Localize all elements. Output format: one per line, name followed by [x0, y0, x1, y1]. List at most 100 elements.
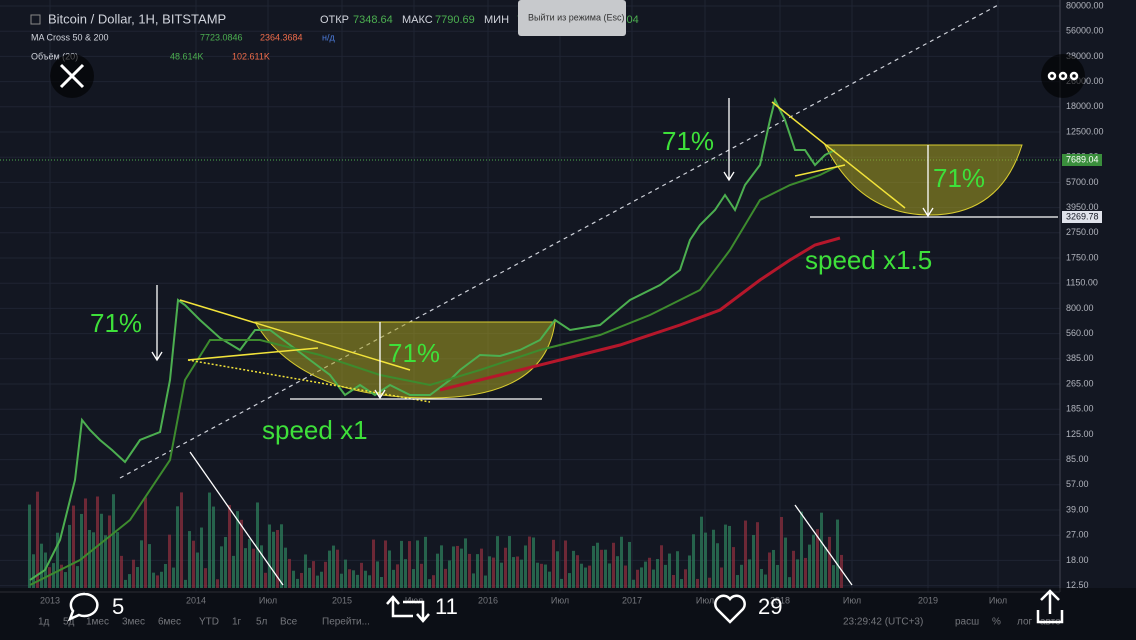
volume-bar [328, 550, 331, 588]
pattern-line [187, 359, 431, 403]
volume-bar [764, 574, 767, 588]
volume-bar [164, 564, 167, 588]
price-badge-text: 3269.78 [1066, 211, 1099, 221]
pattern-line [179, 299, 411, 371]
volume-bar [364, 570, 367, 588]
volume-bar [528, 536, 531, 588]
volume-bar [404, 559, 407, 588]
symbol: Bitcoin / Dollar, 1H, BITSTAMP [48, 11, 226, 26]
volume-bar [212, 506, 215, 588]
volume-bar [648, 557, 651, 588]
share-button[interactable] [1036, 589, 1064, 624]
pattern-line [771, 101, 906, 209]
volume-bar [632, 579, 635, 588]
volume-bar [356, 574, 359, 588]
volume-bar [468, 553, 471, 588]
volume-bar [548, 571, 551, 588]
volume-bar [664, 564, 667, 588]
volume-bar [284, 547, 287, 588]
share-icon [1036, 589, 1064, 624]
volume-bar [484, 575, 487, 588]
time-axis-labels: 2013 2014 Июл 2015 Июл 2016 Июл 2017 Июл 2018 Июл 2… [40, 595, 1007, 605]
trend-line [119, 3, 1001, 479]
retweet-button[interactable] [386, 595, 430, 623]
ohlc-value: 7348.64 [353, 14, 393, 26]
volume-bar [392, 569, 395, 588]
ohlc-label: МАКС [402, 14, 433, 26]
volume-bar [660, 545, 663, 588]
volume-bar [708, 577, 711, 588]
pattern-line [794, 164, 846, 177]
ohlc-value: 7790.69 [435, 14, 475, 26]
volume-bar [776, 564, 779, 588]
price-axis-label: 800.00 [1066, 303, 1094, 313]
volume-bar [304, 554, 307, 588]
pattern-lines [179, 101, 906, 403]
volume-bar [460, 548, 463, 588]
volume-bar [308, 567, 311, 588]
range-button: 6мес [158, 617, 181, 628]
reply-count: 5 [112, 594, 124, 619]
volume-bar [260, 545, 263, 588]
range-button: 1д [38, 617, 50, 628]
volume-bar [620, 536, 623, 588]
annotation: 71% [933, 163, 985, 193]
range-button: 3мес [122, 617, 145, 628]
volume-bar [68, 524, 71, 588]
volume-bar [292, 570, 295, 588]
volume-bar [500, 562, 503, 588]
toolbar-option: % [992, 617, 1001, 628]
more-button[interactable] [1041, 54, 1085, 98]
volume-bar [48, 567, 51, 588]
volume-bar [208, 492, 211, 588]
price-axis-label: 385.00 [1066, 353, 1094, 363]
volume-bar [324, 561, 327, 588]
volume-bar [588, 565, 591, 588]
volume-bar [600, 549, 603, 588]
volume-bar [836, 519, 839, 588]
volume-bar [788, 577, 791, 588]
volume-bar [408, 541, 411, 588]
time-axis-label: Июл [989, 595, 1007, 605]
reply-icon [67, 592, 99, 622]
volume-bar [72, 505, 75, 588]
range-button: 5д [63, 617, 75, 628]
price-axis-label: 26000.00 [1066, 76, 1104, 86]
volume-bar [716, 543, 719, 588]
volume-bar [780, 516, 783, 588]
volume-bar [544, 564, 547, 588]
volume-bar [508, 536, 511, 588]
reply-button[interactable] [67, 592, 99, 622]
volume-bar [760, 568, 763, 588]
indicator-value: 102.611K [232, 51, 270, 61]
price-axis-label: 18.00 [1066, 555, 1089, 565]
like-button[interactable] [714, 594, 746, 624]
annotation: speed x1.5 [805, 245, 932, 275]
volume-bar [712, 529, 715, 588]
volume-bar [784, 537, 787, 588]
volume-bar [160, 571, 163, 588]
price-axis-label: 5700.00 [1066, 177, 1099, 187]
volume-bar [200, 527, 203, 588]
volume-bar [320, 571, 323, 588]
volume-bar [92, 532, 95, 588]
volume-bar [340, 573, 343, 588]
volume-bar [560, 578, 563, 588]
volume-bar [224, 537, 227, 588]
grid [0, 0, 1060, 592]
volume-bar [616, 556, 619, 588]
time-axis-label: 2016 [478, 595, 498, 605]
volume-bar [76, 566, 79, 588]
collapse-icon [30, 14, 41, 25]
volume-bar [592, 545, 595, 588]
volume-bar [288, 558, 291, 588]
volume-bar [752, 534, 755, 588]
volume-bar [56, 532, 59, 588]
volume-bar [608, 563, 611, 588]
price-axis-label: 85.00 [1066, 454, 1089, 464]
volume-bar [28, 504, 31, 588]
volume-bar [740, 564, 743, 588]
volume-bar [232, 555, 235, 588]
price-axis-label: 38000.00 [1066, 51, 1104, 61]
